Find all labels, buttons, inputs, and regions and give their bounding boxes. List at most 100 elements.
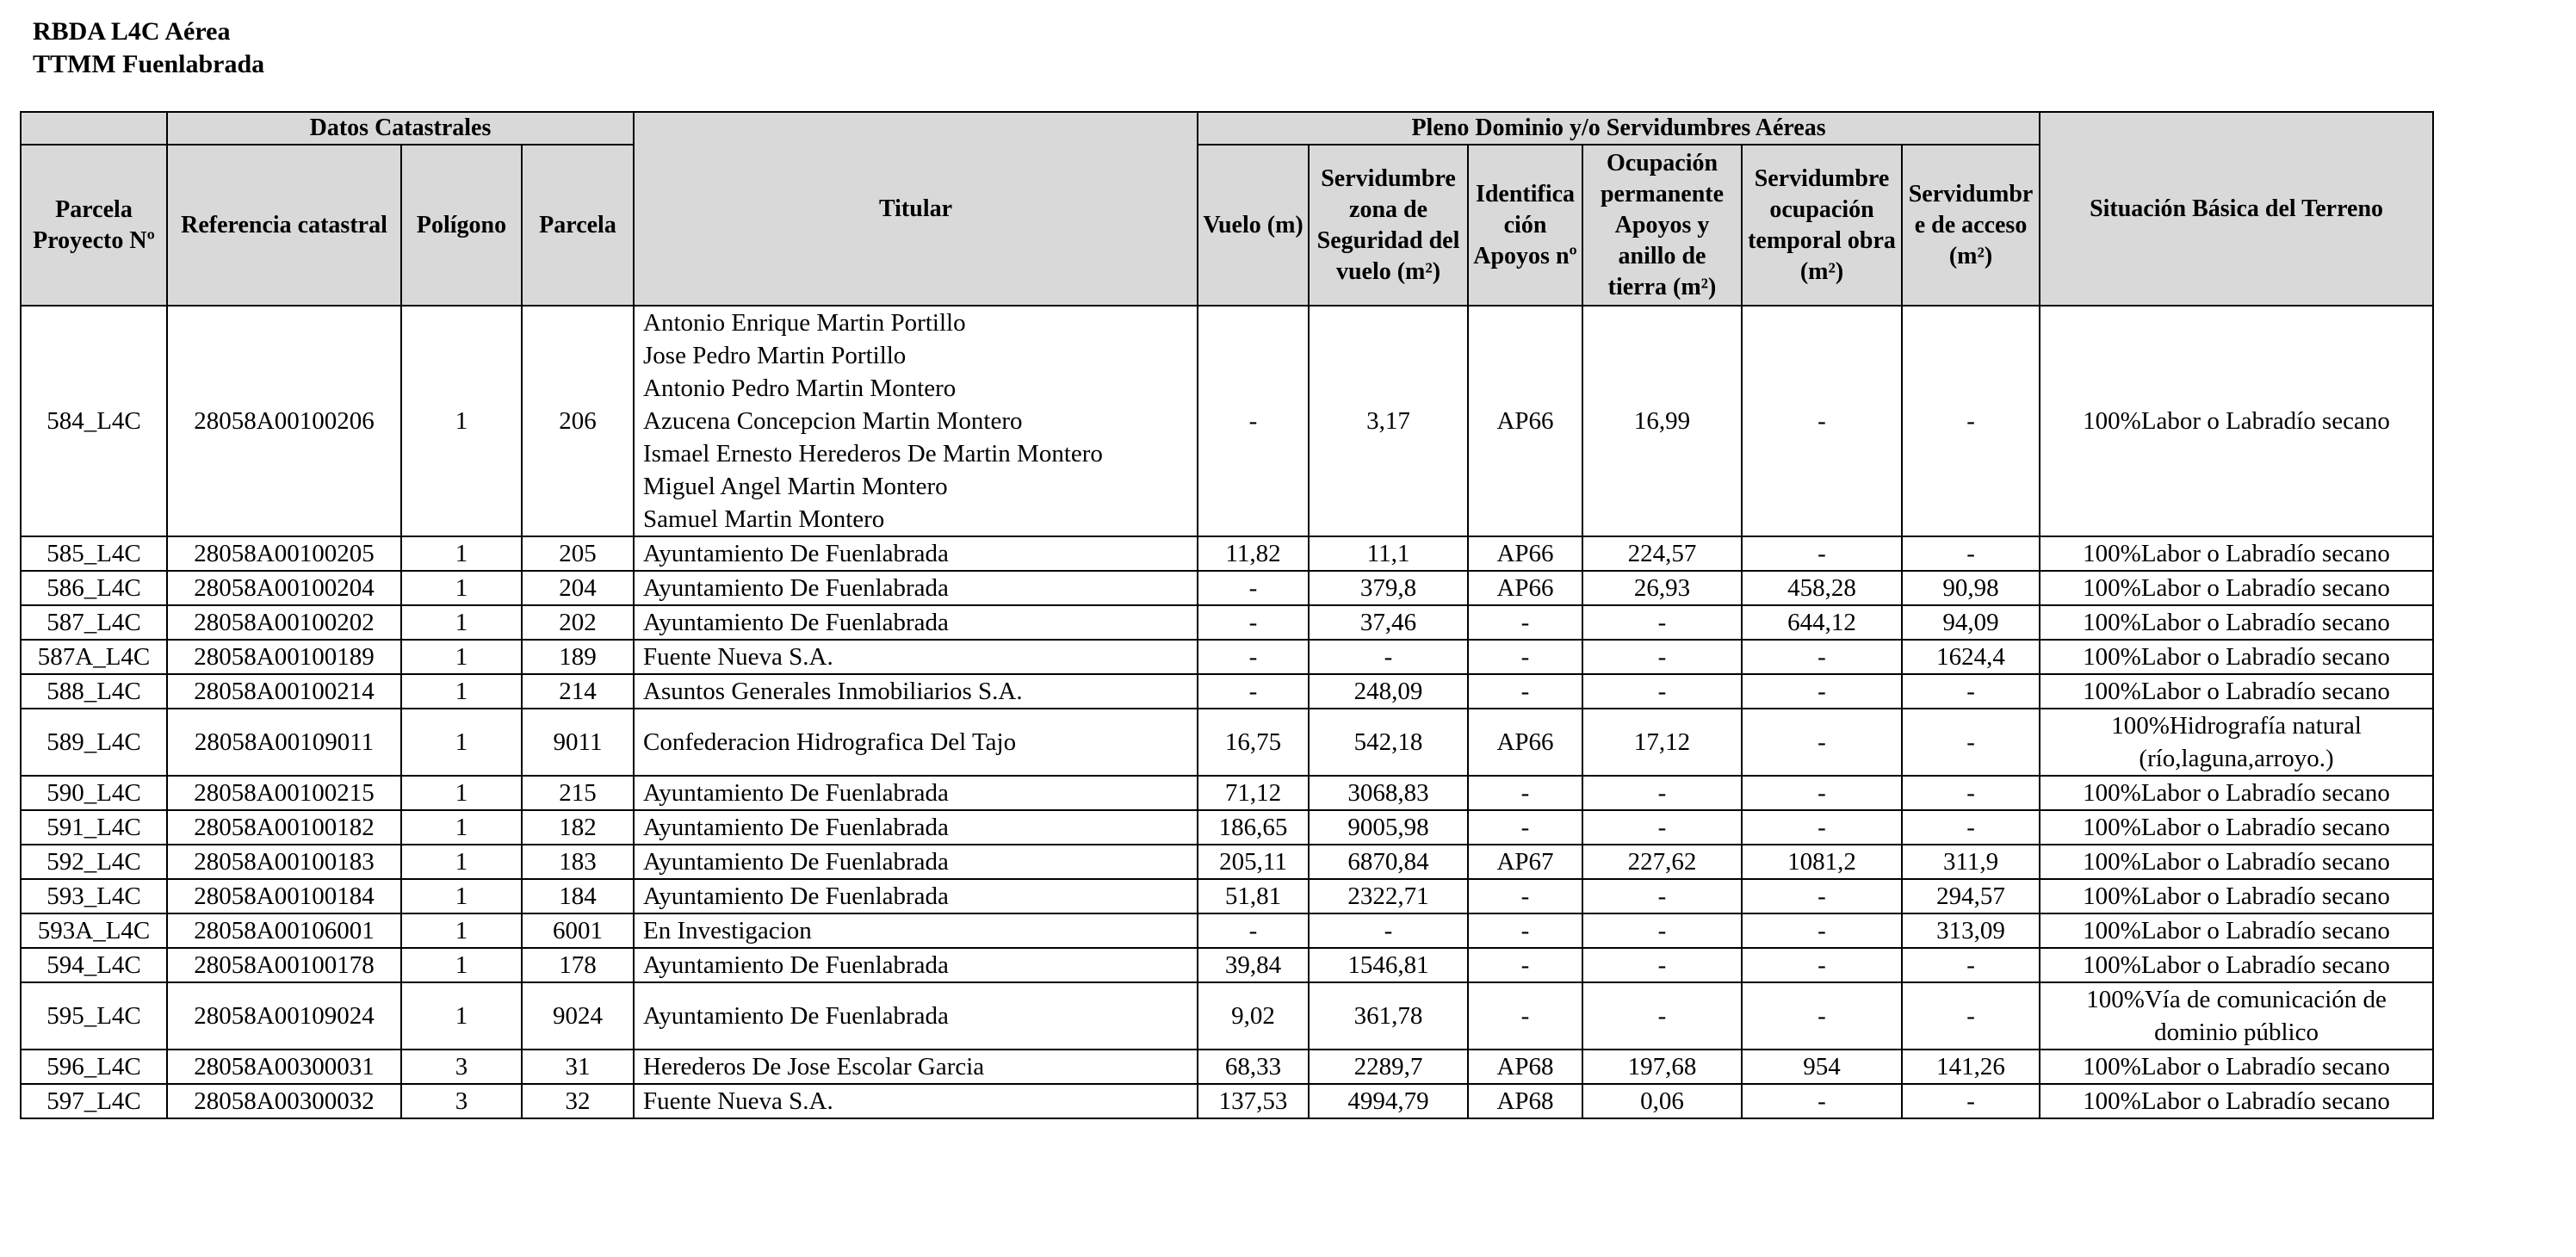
table-cell: 205,11 [1197,844,1310,880]
table-cell: - [1901,775,2041,811]
table-cell: - [1741,809,1904,845]
table-cell: 28058A00300031 [166,1049,402,1085]
table-cell: AP68 [1467,1049,1584,1085]
column-header: Parcela [520,144,635,307]
table-cell: Ayuntamiento De Fuenlabrada [633,947,1199,983]
empty-header [20,111,168,146]
table-cell: 589_L4C [20,708,168,777]
table-cell: 100%Labor o Labradío secano [2039,844,2435,880]
table-cell: 585_L4C [20,536,168,572]
table-cell: 248,09 [1308,673,1470,709]
column-header: Identificación Apoyos nº [1467,144,1584,307]
table-row: 595_L4C 28058A00109024 1 9024 Ayuntamiento D… [20,981,2435,1050]
table-cell: - [1582,639,1743,675]
table-cell: 594_L4C [20,947,168,983]
table-cell: 100%Labor o Labradío secano [2039,305,2435,537]
table-cell: - [1901,708,2041,777]
table-cell: - [1741,708,1904,777]
table-cell: - [1308,913,1470,949]
table-cell: - [1197,570,1310,606]
table-cell: - [1308,639,1470,675]
table-cell: 28058A00100205 [166,536,402,572]
table-cell: AP66 [1467,570,1584,606]
group-header: Pleno Dominio y/o Servidumbres Aéreas [1197,111,2041,146]
table-cell: 6001 [520,913,635,949]
table-cell: 17,12 [1582,708,1743,777]
table-cell: 28058A00100183 [166,844,402,880]
table-cell: 9,02 [1197,981,1310,1050]
table-cell: 100%Labor o Labradío secano [2039,809,2435,845]
table-cell: 1 [400,775,523,811]
table-cell: 28058A00100178 [166,947,402,983]
column-header: Servidumbre zona de Seguridad del vuelo … [1308,144,1470,307]
table-cell: - [1467,913,1584,949]
table-cell: 51,81 [1197,878,1310,914]
table-cell: 1081,2 [1741,844,1904,880]
table-cell: 1 [400,639,523,675]
table-row: 587A_L4C 28058A00100189 1 189 Fuente Nueva S… [20,639,2435,675]
cell-line: Miguel Angel Martin Montero [643,473,948,500]
table-cell: - [1741,305,1904,537]
table-cell: - [1197,913,1310,949]
table-cell: - [1467,947,1584,983]
table-cell: - [1741,639,1904,675]
table-cell: 31 [520,1049,635,1085]
table-cell: - [1467,673,1584,709]
cell-line: Ismael Ernesto Herederos De Martin Monte… [643,440,1103,468]
table-cell: - [1582,673,1743,709]
table-row: 590_L4C 28058A00100215 1 215 Ayuntamiento De… [20,775,2435,811]
table-cell: 214 [520,673,635,709]
table-cell: 1 [400,844,523,880]
table-body: 584_L4C 28058A00100206 1 206 Antonio Enrique… [20,305,2435,1119]
table-row: 588_L4C 28058A00100214 1 214 Asuntos General… [20,673,2435,709]
table-cell: 311,9 [1901,844,2041,880]
cell-line: Jose Pedro Martin Portillo [643,342,907,369]
table-cell: 294,57 [1901,878,2041,914]
table-cell: 28058A00100202 [166,604,402,641]
title-line: RBDA L4C Aérea [33,17,231,46]
table-cell: AP67 [1467,844,1584,880]
title: RBDA L4C Aérea TTMM Fuenlabrada [33,15,264,81]
table-cell: 1 [400,673,523,709]
table-cell: 28058A00100206 [166,305,402,537]
table-cell: - [1901,673,2041,709]
table-cell: 1 [400,604,523,641]
table-cell: 100%Labor o Labradío secano [2039,947,2435,983]
table-cell: AP68 [1467,1083,1584,1119]
table-cell: 3,17 [1308,305,1470,537]
table-cell: 28058A00100182 [166,809,402,845]
table-cell: 584_L4C [20,305,168,537]
table-cell: 1 [400,878,523,914]
table-cell: En Investigacion [633,913,1199,949]
table-cell: - [1741,913,1904,949]
table-cell: 28058A00109024 [166,981,402,1050]
table-cell: 596_L4C [20,1049,168,1085]
column-header: Servidumbre ocupación temporal obra (m²) [1741,144,1904,307]
table-cell: 2322,71 [1308,878,1470,914]
table-cell: - [1741,775,1904,811]
table-cell: 215 [520,775,635,811]
table-cell: Ayuntamiento De Fuenlabrada [633,536,1199,572]
table-cell: AP66 [1467,305,1584,537]
table-cell: - [1467,639,1584,675]
table-cell: - [1582,809,1743,845]
table-cell: 11,1 [1308,536,1470,572]
table-cell: 204 [520,570,635,606]
table-cell: 100%Labor o Labradío secano [2039,1049,2435,1085]
table-row: 594_L4C 28058A00100178 1 178 Ayuntamiento De… [20,947,2435,983]
table-row: 589_L4C 28058A00109011 1 9011 Confederacion … [20,708,2435,777]
table-cell: Fuente Nueva S.A. [633,1083,1199,1119]
column-header: Vuelo (m) [1197,144,1310,307]
table-cell: 597_L4C [20,1083,168,1119]
table-row: 586_L4C 28058A00100204 1 204 Ayuntamiento De… [20,570,2435,606]
table-cell: 3 [400,1049,523,1085]
table-cell: 68,33 [1197,1049,1310,1085]
table-cell: Asuntos Generales Inmobiliarios S.A. [633,673,1199,709]
table-cell: 1 [400,305,523,537]
table-cell: - [1197,673,1310,709]
table-cell: Ayuntamiento De Fuenlabrada [633,775,1199,811]
table-cell: 100%Vía de comunicación de dominio públi… [2039,981,2435,1050]
table-cell: 590_L4C [20,775,168,811]
table-cell: Herederos De Jose Escolar Garcia [633,1049,1199,1085]
